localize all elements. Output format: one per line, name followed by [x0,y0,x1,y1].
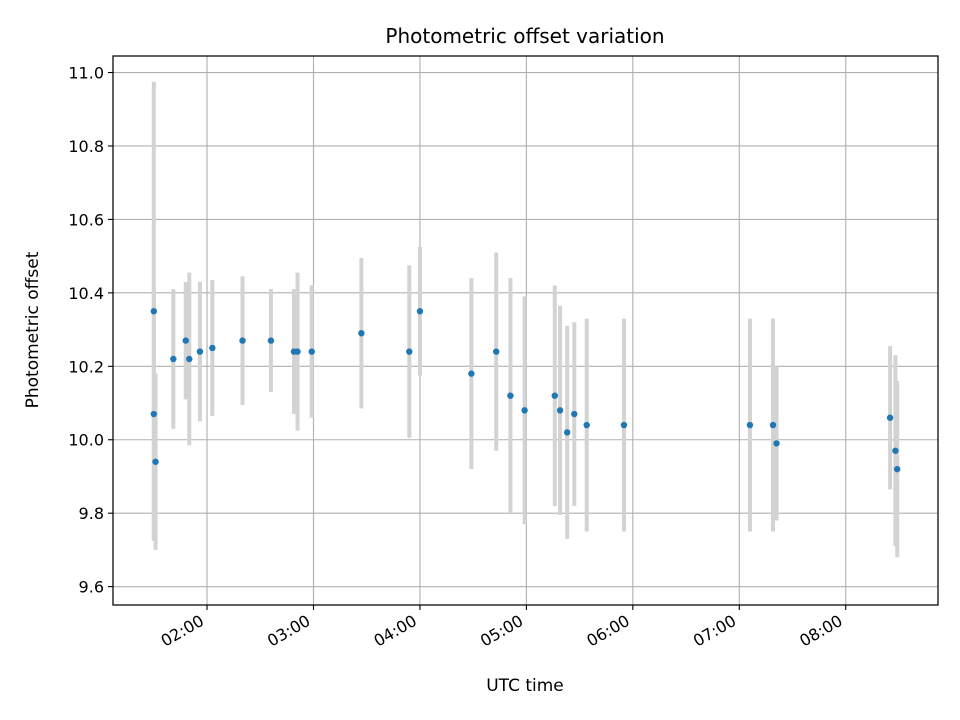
y-axis-ticks: 9.6 9.8 10.0 10.2 10.4 10.6 10.8 11.0 [68,64,113,597]
data-point [571,410,578,418]
y-tick-label: 10.4 [68,284,104,303]
data-point [507,392,514,399]
data-point [773,440,780,447]
data-point [893,465,901,473]
data-point [556,407,564,414]
data-point [746,421,754,429]
data-point [886,414,894,421]
data-point [267,337,275,344]
data-point [182,337,189,344]
data-point [209,344,216,352]
data-point [493,348,500,355]
x-tick-label: 08:00 [796,611,845,651]
chart-title: Photometric offset variation [385,24,664,48]
y-tick-label: 9.6 [79,578,104,597]
data-point [294,348,301,355]
data-points [150,308,901,473]
x-tick-label: 07:00 [690,611,739,651]
data-point [358,330,365,337]
x-tick-label: 02:00 [158,611,207,651]
data-point [468,370,475,377]
data-point [583,421,590,429]
error-bars [151,81,900,558]
x-tick-label: 03:00 [264,611,313,651]
data-point [152,458,159,465]
data-point [150,410,158,418]
data-point [170,355,177,363]
y-tick-label: 10.8 [68,137,104,156]
grid-lines [113,56,938,605]
y-tick-label: 10.2 [68,357,104,376]
data-point [239,337,246,344]
x-axis-label: UTC time [486,676,564,696]
data-point [620,421,628,429]
x-tick-label: 04:00 [371,611,420,651]
data-point [150,308,158,315]
y-axis-label: Photometric offset [23,251,43,408]
data-point [521,407,528,414]
data-point [416,308,424,315]
data-point [769,421,777,429]
y-tick-label: 11.0 [68,64,104,83]
data-point [186,355,193,363]
data-point [308,348,315,355]
data-point [551,392,558,399]
data-point [406,348,413,355]
data-point [563,429,571,436]
y-tick-label: 10.0 [68,431,104,450]
x-tick-label: 06:00 [583,611,632,651]
y-tick-label: 10.6 [68,210,104,229]
data-point [892,447,899,454]
data-point [196,348,204,355]
plot-frame [112,55,939,606]
x-tick-label: 05:00 [477,611,526,651]
x-axis-ticks: 02:00 03:00 04:00 05:00 06:00 07:00 08:00 [158,605,847,651]
y-tick-label: 9.8 [79,504,104,523]
